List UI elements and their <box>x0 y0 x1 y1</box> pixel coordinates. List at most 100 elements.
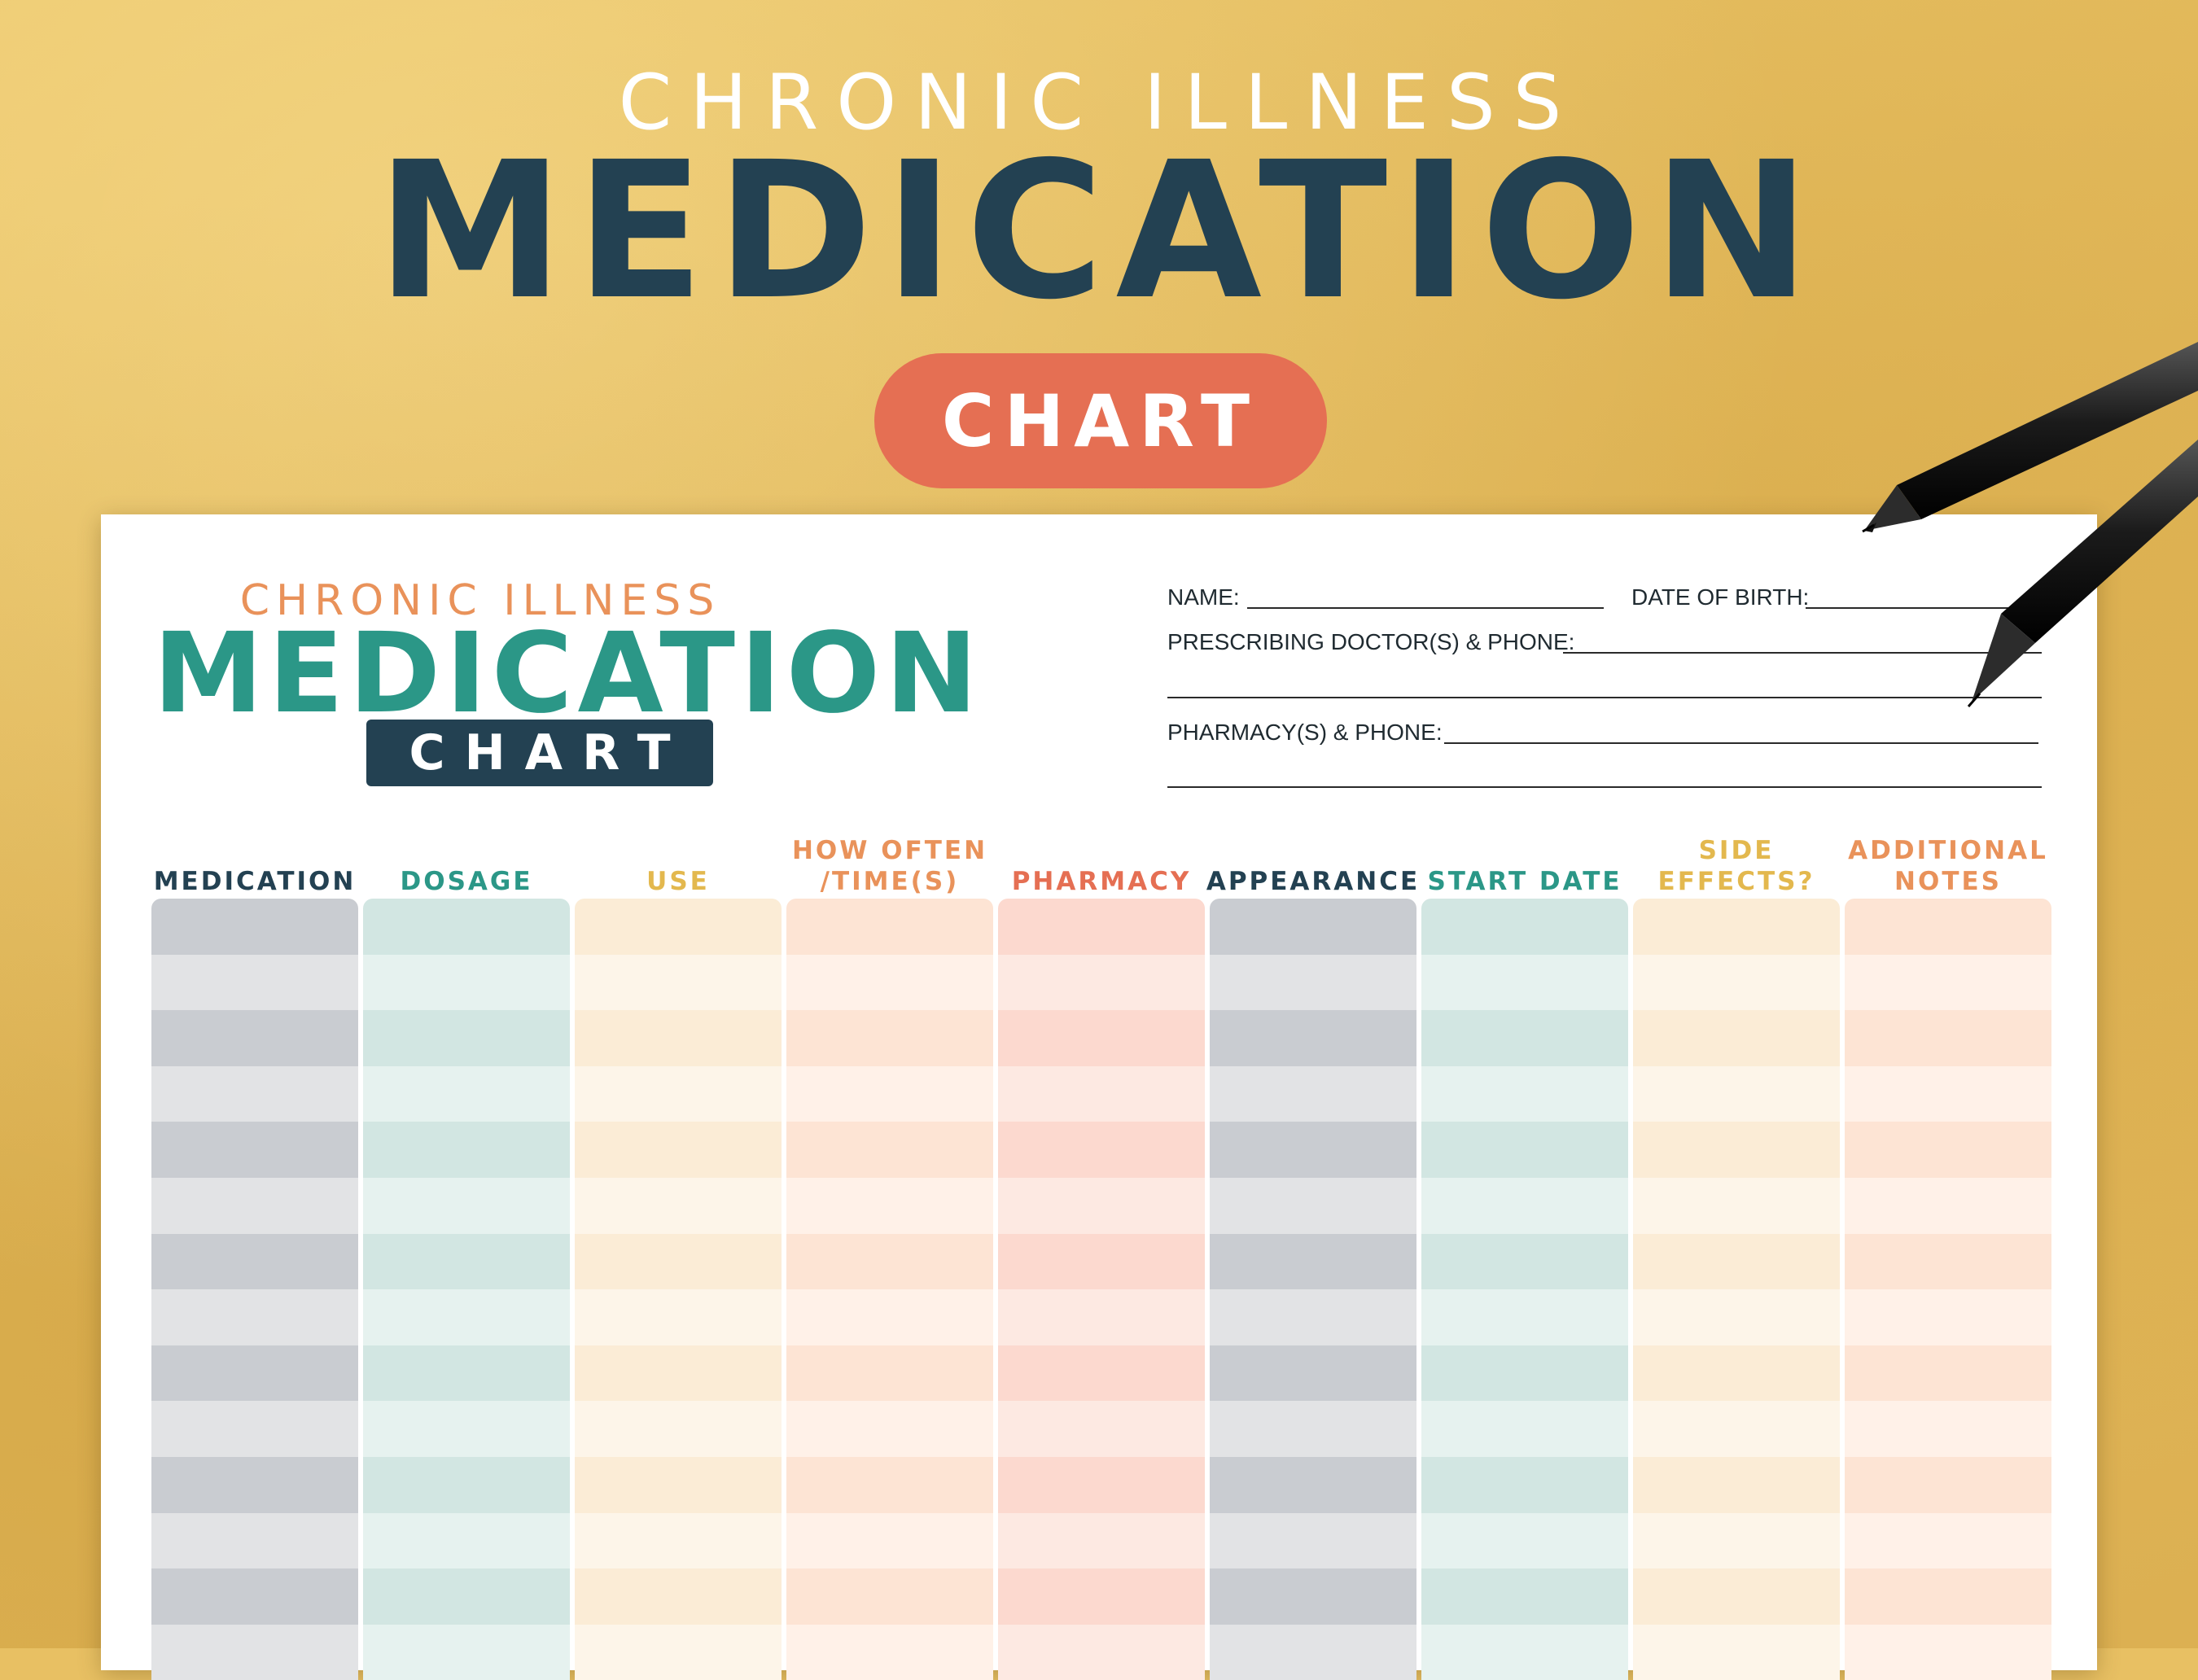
table-cell[interactable] <box>1845 1065 2051 1122</box>
table-cell[interactable] <box>1845 1233 2051 1290</box>
table-cell[interactable] <box>1421 1512 1628 1569</box>
table-cell[interactable] <box>786 954 993 1011</box>
table-cell[interactable] <box>1845 1177 2051 1234</box>
table-cell[interactable] <box>786 1233 993 1290</box>
table-cell[interactable] <box>1633 1345 1840 1402</box>
table-cell[interactable] <box>1421 1177 1628 1234</box>
table-cell[interactable] <box>1421 1624 1628 1680</box>
table-cell[interactable] <box>1633 899 1840 955</box>
table-cell[interactable] <box>363 1177 570 1234</box>
table-cell[interactable] <box>363 1122 570 1178</box>
doctor-field[interactable] <box>1563 652 2042 654</box>
table-cell[interactable] <box>1421 899 1628 955</box>
table-cell[interactable] <box>1210 1624 1416 1680</box>
table-cell[interactable] <box>575 899 782 955</box>
table-cell[interactable] <box>151 1065 358 1122</box>
table-cell[interactable] <box>786 1624 993 1680</box>
table-cell[interactable] <box>1845 954 2051 1011</box>
table-cell[interactable] <box>1421 1122 1628 1178</box>
table-cell[interactable] <box>575 1456 782 1513</box>
table-cell[interactable] <box>1210 1289 1416 1345</box>
table-cell[interactable] <box>786 899 993 955</box>
table-cell[interactable] <box>575 1233 782 1290</box>
table-cell[interactable] <box>1210 1177 1416 1234</box>
table-cell[interactable] <box>151 1624 358 1680</box>
table-cell[interactable] <box>998 1512 1205 1569</box>
table-cell[interactable] <box>1210 1010 1416 1066</box>
table-cell[interactable] <box>575 1065 782 1122</box>
table-cell[interactable] <box>998 1122 1205 1178</box>
table-cell[interactable] <box>1421 1289 1628 1345</box>
table-cell[interactable] <box>998 1345 1205 1402</box>
table-cell[interactable] <box>1633 1233 1840 1290</box>
table-cell[interactable] <box>151 1289 358 1345</box>
table-cell[interactable] <box>363 1345 570 1402</box>
table-cell[interactable] <box>1845 899 2051 955</box>
table-cell[interactable] <box>998 954 1205 1011</box>
table-cell[interactable] <box>575 1177 782 1234</box>
table-cell[interactable] <box>786 1568 993 1625</box>
table-cell[interactable] <box>998 1401 1205 1457</box>
table-cell[interactable] <box>151 954 358 1011</box>
table-cell[interactable] <box>1210 1456 1416 1513</box>
table-cell[interactable] <box>1210 1233 1416 1290</box>
table-cell[interactable] <box>575 1289 782 1345</box>
table-cell[interactable] <box>363 1512 570 1569</box>
table-cell[interactable] <box>1633 1401 1840 1457</box>
table-cell[interactable] <box>1421 954 1628 1011</box>
table-cell[interactable] <box>1210 1345 1416 1402</box>
table-cell[interactable] <box>1845 1401 2051 1457</box>
table-cell[interactable] <box>1210 1512 1416 1569</box>
table-cell[interactable] <box>575 1624 782 1680</box>
table-cell[interactable] <box>1633 1010 1840 1066</box>
table-cell[interactable] <box>363 1010 570 1066</box>
table-cell[interactable] <box>151 1568 358 1625</box>
table-cell[interactable] <box>363 1568 570 1625</box>
pharmacy-field-line-2[interactable] <box>1167 786 2042 788</box>
table-cell[interactable] <box>786 1065 993 1122</box>
table-cell[interactable] <box>1421 1456 1628 1513</box>
table-cell[interactable] <box>786 1345 993 1402</box>
table-cell[interactable] <box>1845 1512 2051 1569</box>
pharmacy-field[interactable] <box>1444 742 2038 744</box>
table-cell[interactable] <box>1421 1568 1628 1625</box>
table-cell[interactable] <box>1845 1624 2051 1680</box>
table-cell[interactable] <box>786 1512 993 1569</box>
table-cell[interactable] <box>786 1456 993 1513</box>
table-cell[interactable] <box>151 1345 358 1402</box>
table-cell[interactable] <box>1210 1401 1416 1457</box>
table-cell[interactable] <box>786 1177 993 1234</box>
table-cell[interactable] <box>1633 1568 1840 1625</box>
table-cell[interactable] <box>363 954 570 1011</box>
table-cell[interactable] <box>1845 1456 2051 1513</box>
table-cell[interactable] <box>1633 1122 1840 1178</box>
table-cell[interactable] <box>1421 1233 1628 1290</box>
table-cell[interactable] <box>151 1177 358 1234</box>
table-cell[interactable] <box>151 1010 358 1066</box>
table-cell[interactable] <box>1210 899 1416 955</box>
table-cell[interactable] <box>151 1456 358 1513</box>
table-cell[interactable] <box>1845 1010 2051 1066</box>
table-cell[interactable] <box>363 1289 570 1345</box>
table-cell[interactable] <box>1421 1345 1628 1402</box>
table-cell[interactable] <box>363 1065 570 1122</box>
table-cell[interactable] <box>1633 1512 1840 1569</box>
table-cell[interactable] <box>363 1401 570 1457</box>
table-cell[interactable] <box>786 1401 993 1457</box>
table-cell[interactable] <box>1210 954 1416 1011</box>
table-cell[interactable] <box>575 954 782 1011</box>
table-cell[interactable] <box>1210 1568 1416 1625</box>
table-cell[interactable] <box>363 1624 570 1680</box>
doctor-field-line-2[interactable] <box>1167 697 2042 698</box>
table-cell[interactable] <box>998 1065 1205 1122</box>
table-cell[interactable] <box>151 1122 358 1178</box>
table-cell[interactable] <box>1633 1624 1840 1680</box>
table-cell[interactable] <box>575 1345 782 1402</box>
table-cell[interactable] <box>1845 1289 2051 1345</box>
table-cell[interactable] <box>1421 1065 1628 1122</box>
table-cell[interactable] <box>786 1289 993 1345</box>
table-cell[interactable] <box>998 1010 1205 1066</box>
table-cell[interactable] <box>1210 1065 1416 1122</box>
table-cell[interactable] <box>151 1401 358 1457</box>
table-cell[interactable] <box>1421 1401 1628 1457</box>
